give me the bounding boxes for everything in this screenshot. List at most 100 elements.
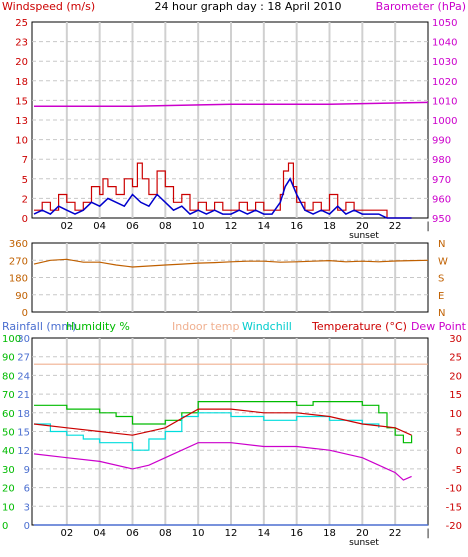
compass-tick-label: N: [438, 308, 445, 319]
x-tick-label: 10: [192, 221, 205, 232]
rainfall-tick-label: 18: [17, 409, 30, 420]
barometer-tick-label: 990: [432, 136, 451, 147]
temperature-tick-label: 10: [449, 409, 462, 420]
x-tick-label: 14: [257, 221, 270, 232]
temperature-tick-label: 0: [456, 446, 462, 457]
rainfall-tick-label: 3: [24, 502, 30, 513]
winddir-tick-label: 180: [9, 274, 28, 285]
barometer-tick-label: 1010: [432, 96, 457, 107]
rainfall-tick-label: 24: [17, 371, 30, 382]
barometer-tick-label: 1020: [432, 77, 457, 88]
barometer-tick-label: 960: [432, 194, 451, 205]
humidity-tick-label: 30: [2, 465, 15, 476]
windspeed-tick-label: 0: [22, 214, 28, 225]
barometer-axis-label: Barometer (hPa): [376, 0, 466, 13]
sunset-label: sunset: [349, 231, 379, 241]
windspeed-axis-label: Windspeed (m/s): [2, 0, 95, 13]
x-tick-label: 16: [290, 221, 303, 232]
windspeed-tick-label: 25: [15, 18, 28, 29]
windspeed-tick-label: 13: [15, 116, 28, 127]
winddir-tick-label: 90: [15, 291, 28, 302]
dewpoint-label: Dew Point: [411, 320, 467, 333]
temperature-tick-label: 15: [449, 390, 462, 401]
barometer-tick-label: 980: [432, 155, 451, 166]
compass-tick-label: N: [438, 239, 445, 250]
barometer-tick-label: 1050: [432, 18, 457, 29]
x-tick-label: 12: [225, 528, 238, 539]
windspeed-tick-label: 18: [15, 77, 28, 88]
compass-tick-label: E: [438, 291, 444, 302]
windspeed-tick-label: 15: [15, 96, 28, 107]
x-tick-label: |: [426, 528, 429, 539]
temperature-tick-label: 20: [449, 371, 462, 382]
rainfall-tick-label: 21: [17, 390, 30, 401]
x-tick-label: |: [426, 221, 429, 232]
x-tick-label: 06: [126, 221, 139, 232]
humidity-tick-label: 0: [2, 521, 8, 532]
rainfall-tick-label: 30: [17, 334, 30, 345]
humidity-tick-label: 10: [2, 502, 15, 513]
compass-tick-label: W: [438, 256, 448, 267]
barometer-tick-label: 1000: [432, 116, 457, 127]
winddir-tick-label: 360: [9, 239, 28, 250]
humidity-tick-label: 20: [2, 484, 15, 495]
temperature-tick-label: 5: [456, 428, 462, 439]
windspeed-tick-label: 23: [15, 38, 28, 49]
barometer-tick-label: 950: [432, 214, 451, 225]
rainfall-tick-label: 6: [24, 484, 30, 495]
series-lines: [33, 101, 429, 526]
rainfall-tick-label: 27: [17, 353, 30, 364]
x-tick-label: 04: [93, 221, 106, 232]
sunset-label: sunset: [349, 538, 379, 548]
temperature-tick-label: 30: [449, 334, 462, 345]
humidity-tick-label: 60: [2, 409, 15, 420]
indoor-temp-label: Indoor temp: [172, 320, 239, 333]
temperature-line: [33, 408, 412, 436]
temperature-tick-label: -10: [446, 484, 462, 495]
barometer-tick-label: 970: [432, 175, 451, 186]
rainfall-tick-label: 9: [24, 465, 30, 476]
windspeed-tick-label: 7: [22, 155, 28, 166]
x-tick-label: 08: [159, 528, 172, 539]
x-tick-label: 16: [290, 528, 303, 539]
wind-direction-line: [33, 258, 429, 268]
temperature-tick-label: -5: [452, 465, 462, 476]
windspeed-tick-label: 10: [15, 136, 28, 147]
humidity-tick-label: 40: [2, 446, 15, 457]
chart-title: 24 hour graph day : 18 April 2010: [155, 0, 342, 13]
average-wind-line: [33, 177, 412, 219]
x-tick-label: 02: [60, 221, 73, 232]
windspeed-tick-label: 20: [15, 57, 28, 68]
barometer-tick-label: 1040: [432, 38, 457, 49]
humidity-tick-label: 80: [2, 371, 15, 382]
winddir-tick-label: 0: [22, 308, 28, 319]
windchill-line: [34, 412, 380, 451]
x-tick-label: 04: [93, 528, 106, 539]
barometer-line: [34, 101, 429, 108]
x-tick-label: 22: [389, 528, 402, 539]
rainfall-tick-label: 0: [24, 521, 30, 532]
humidity-label: Humidity %: [66, 320, 130, 333]
x-tick-label: 20: [356, 221, 369, 232]
humidity-tick-label: 70: [2, 390, 15, 401]
temperature-label: Temperature (°C): [311, 320, 407, 333]
x-tick-label: 14: [257, 528, 270, 539]
tick-labels: 02 04 06 08 10 12 14 16 18 20 22 |02 04 06 08 10 12 14 16 1…: [2, 18, 462, 548]
temperature-tick-label: -15: [446, 502, 462, 513]
windspeed-line: [34, 162, 412, 219]
x-tick-label: 18: [323, 221, 336, 232]
rainfall-tick-label: 12: [17, 446, 30, 457]
windchill-label: Windchill: [242, 320, 292, 333]
rainfall-label: Rainfall (mm): [2, 320, 76, 333]
x-tick-label: 06: [126, 528, 139, 539]
temperature-tick-label: 25: [449, 353, 462, 364]
x-tick-label: 10: [192, 528, 205, 539]
x-tick-label: 18: [323, 528, 336, 539]
gridlines: [32, 22, 428, 525]
humidity-tick-label: 100: [2, 334, 21, 345]
x-tick-label: 08: [159, 221, 172, 232]
windspeed-tick-label: 5: [22, 175, 28, 186]
windspeed-tick-label: 2: [22, 194, 28, 205]
x-tick-label: 12: [225, 221, 238, 232]
